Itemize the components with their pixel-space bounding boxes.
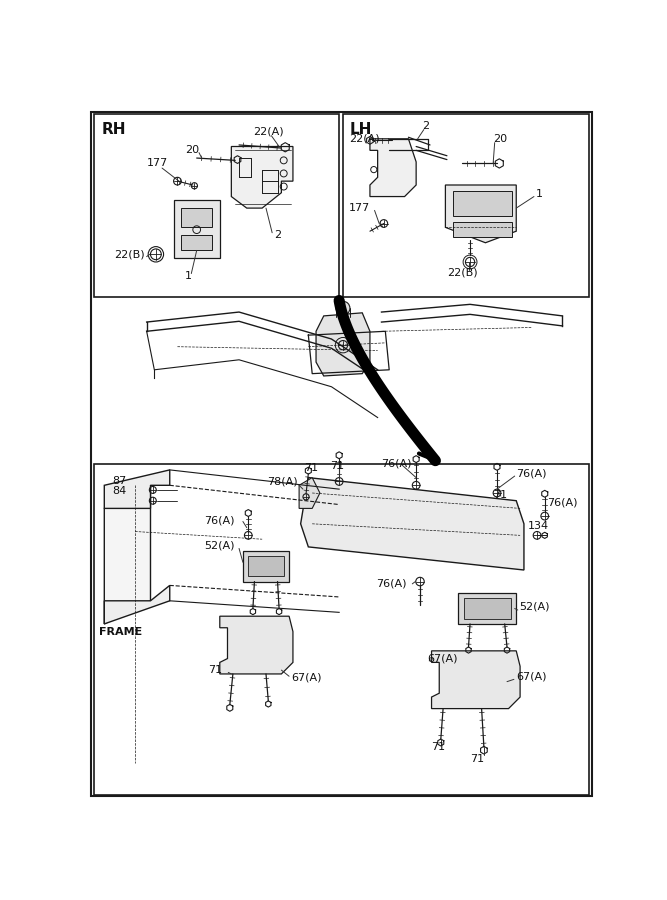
Text: 22(A): 22(A) [253,126,283,136]
Text: 2: 2 [422,121,430,130]
Polygon shape [301,478,524,570]
Polygon shape [104,470,169,508]
Polygon shape [181,208,212,228]
Text: 22(B): 22(B) [447,267,478,277]
Text: 76(A): 76(A) [204,516,235,526]
Polygon shape [453,191,512,216]
Text: 76(A): 76(A) [382,459,412,469]
Text: 76(A): 76(A) [376,579,407,589]
Bar [94,464,590,795]
Text: 177: 177 [349,203,370,213]
Text: RH: RH [102,122,127,137]
Text: 22(A): 22(A) [349,134,380,144]
Polygon shape [243,551,289,581]
Text: 71: 71 [470,753,484,763]
Text: 71: 71 [493,490,508,500]
Text: 87: 87 [112,476,126,486]
Text: 1: 1 [536,189,542,199]
Text: 52(A): 52(A) [520,602,550,612]
Text: 84: 84 [112,487,126,497]
Polygon shape [248,556,283,576]
Text: LH: LH [349,122,372,137]
Text: 67(A): 67(A) [291,673,322,683]
Text: 1: 1 [185,271,192,281]
Bar [94,114,339,297]
Text: 20: 20 [185,145,199,156]
Text: 71: 71 [432,742,446,752]
Text: 76(A): 76(A) [547,497,578,508]
Text: 71: 71 [330,461,344,471]
Polygon shape [181,235,212,250]
Polygon shape [299,478,320,508]
Polygon shape [231,147,293,208]
Text: 52(A): 52(A) [204,540,235,551]
Polygon shape [220,616,293,674]
Polygon shape [464,598,511,618]
Text: 134: 134 [528,521,549,531]
Text: 67(A): 67(A) [516,671,547,681]
Bar [343,114,590,297]
Polygon shape [446,185,516,243]
Text: 67(A): 67(A) [428,653,458,663]
Polygon shape [432,651,520,708]
Text: 71: 71 [305,464,319,473]
Polygon shape [104,485,151,624]
Polygon shape [453,222,512,238]
Polygon shape [458,593,516,624]
Text: 78(A): 78(A) [267,476,297,486]
Circle shape [336,302,350,315]
Text: 22(B): 22(B) [114,249,145,259]
Polygon shape [316,313,370,376]
Text: 71: 71 [208,665,222,675]
Polygon shape [104,585,169,624]
Text: 2: 2 [273,230,281,240]
Text: 20: 20 [493,134,508,144]
Text: 177: 177 [147,158,168,168]
Text: FRAME: FRAME [99,626,142,636]
Text: 76(A): 76(A) [516,469,547,479]
Polygon shape [173,201,220,258]
Polygon shape [370,139,416,196]
